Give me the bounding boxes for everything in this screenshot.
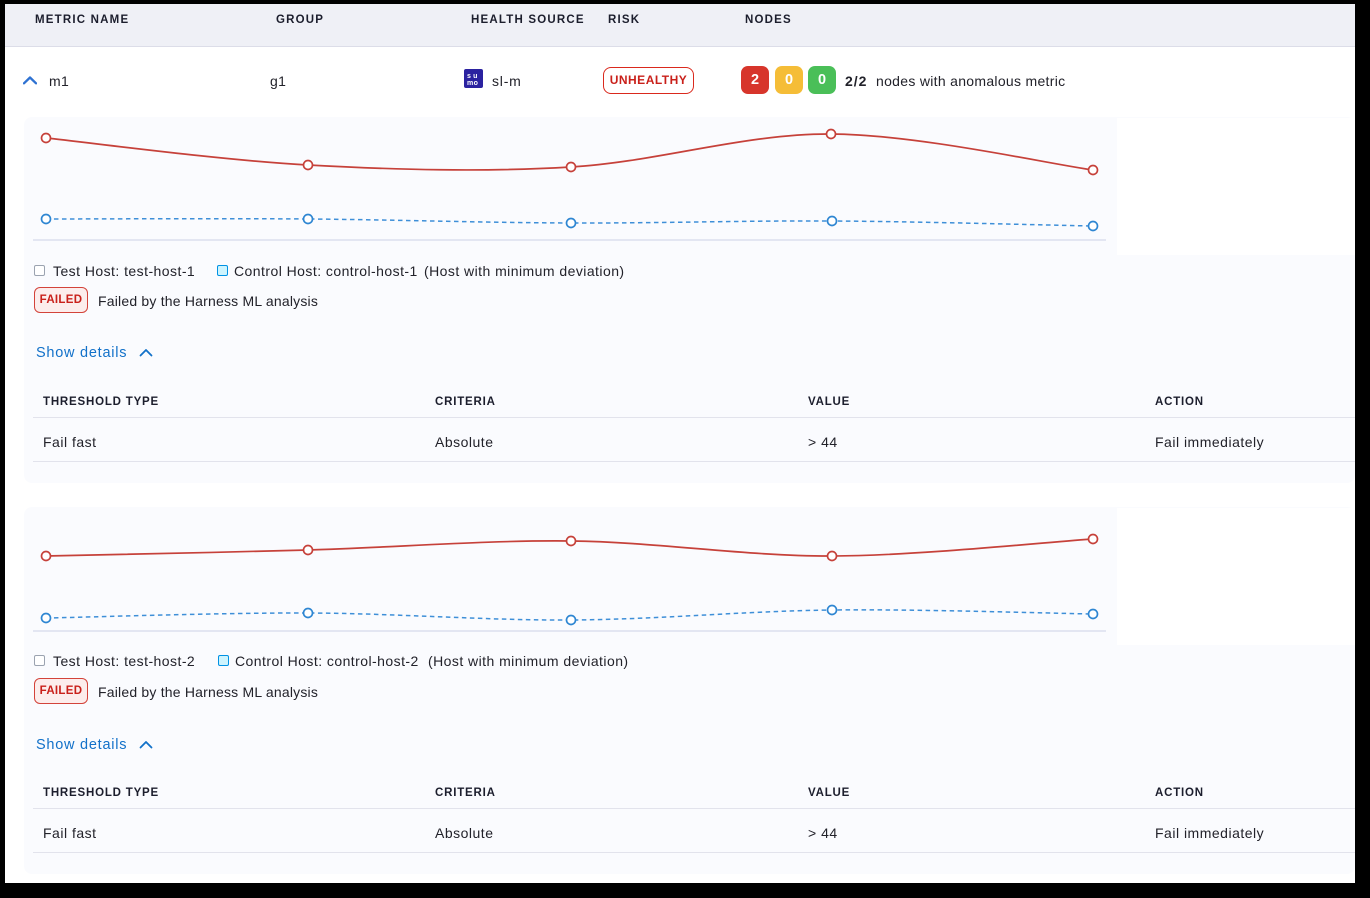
svg-text:su: su [467,73,480,80]
svg-text:mo: mo [467,80,478,87]
